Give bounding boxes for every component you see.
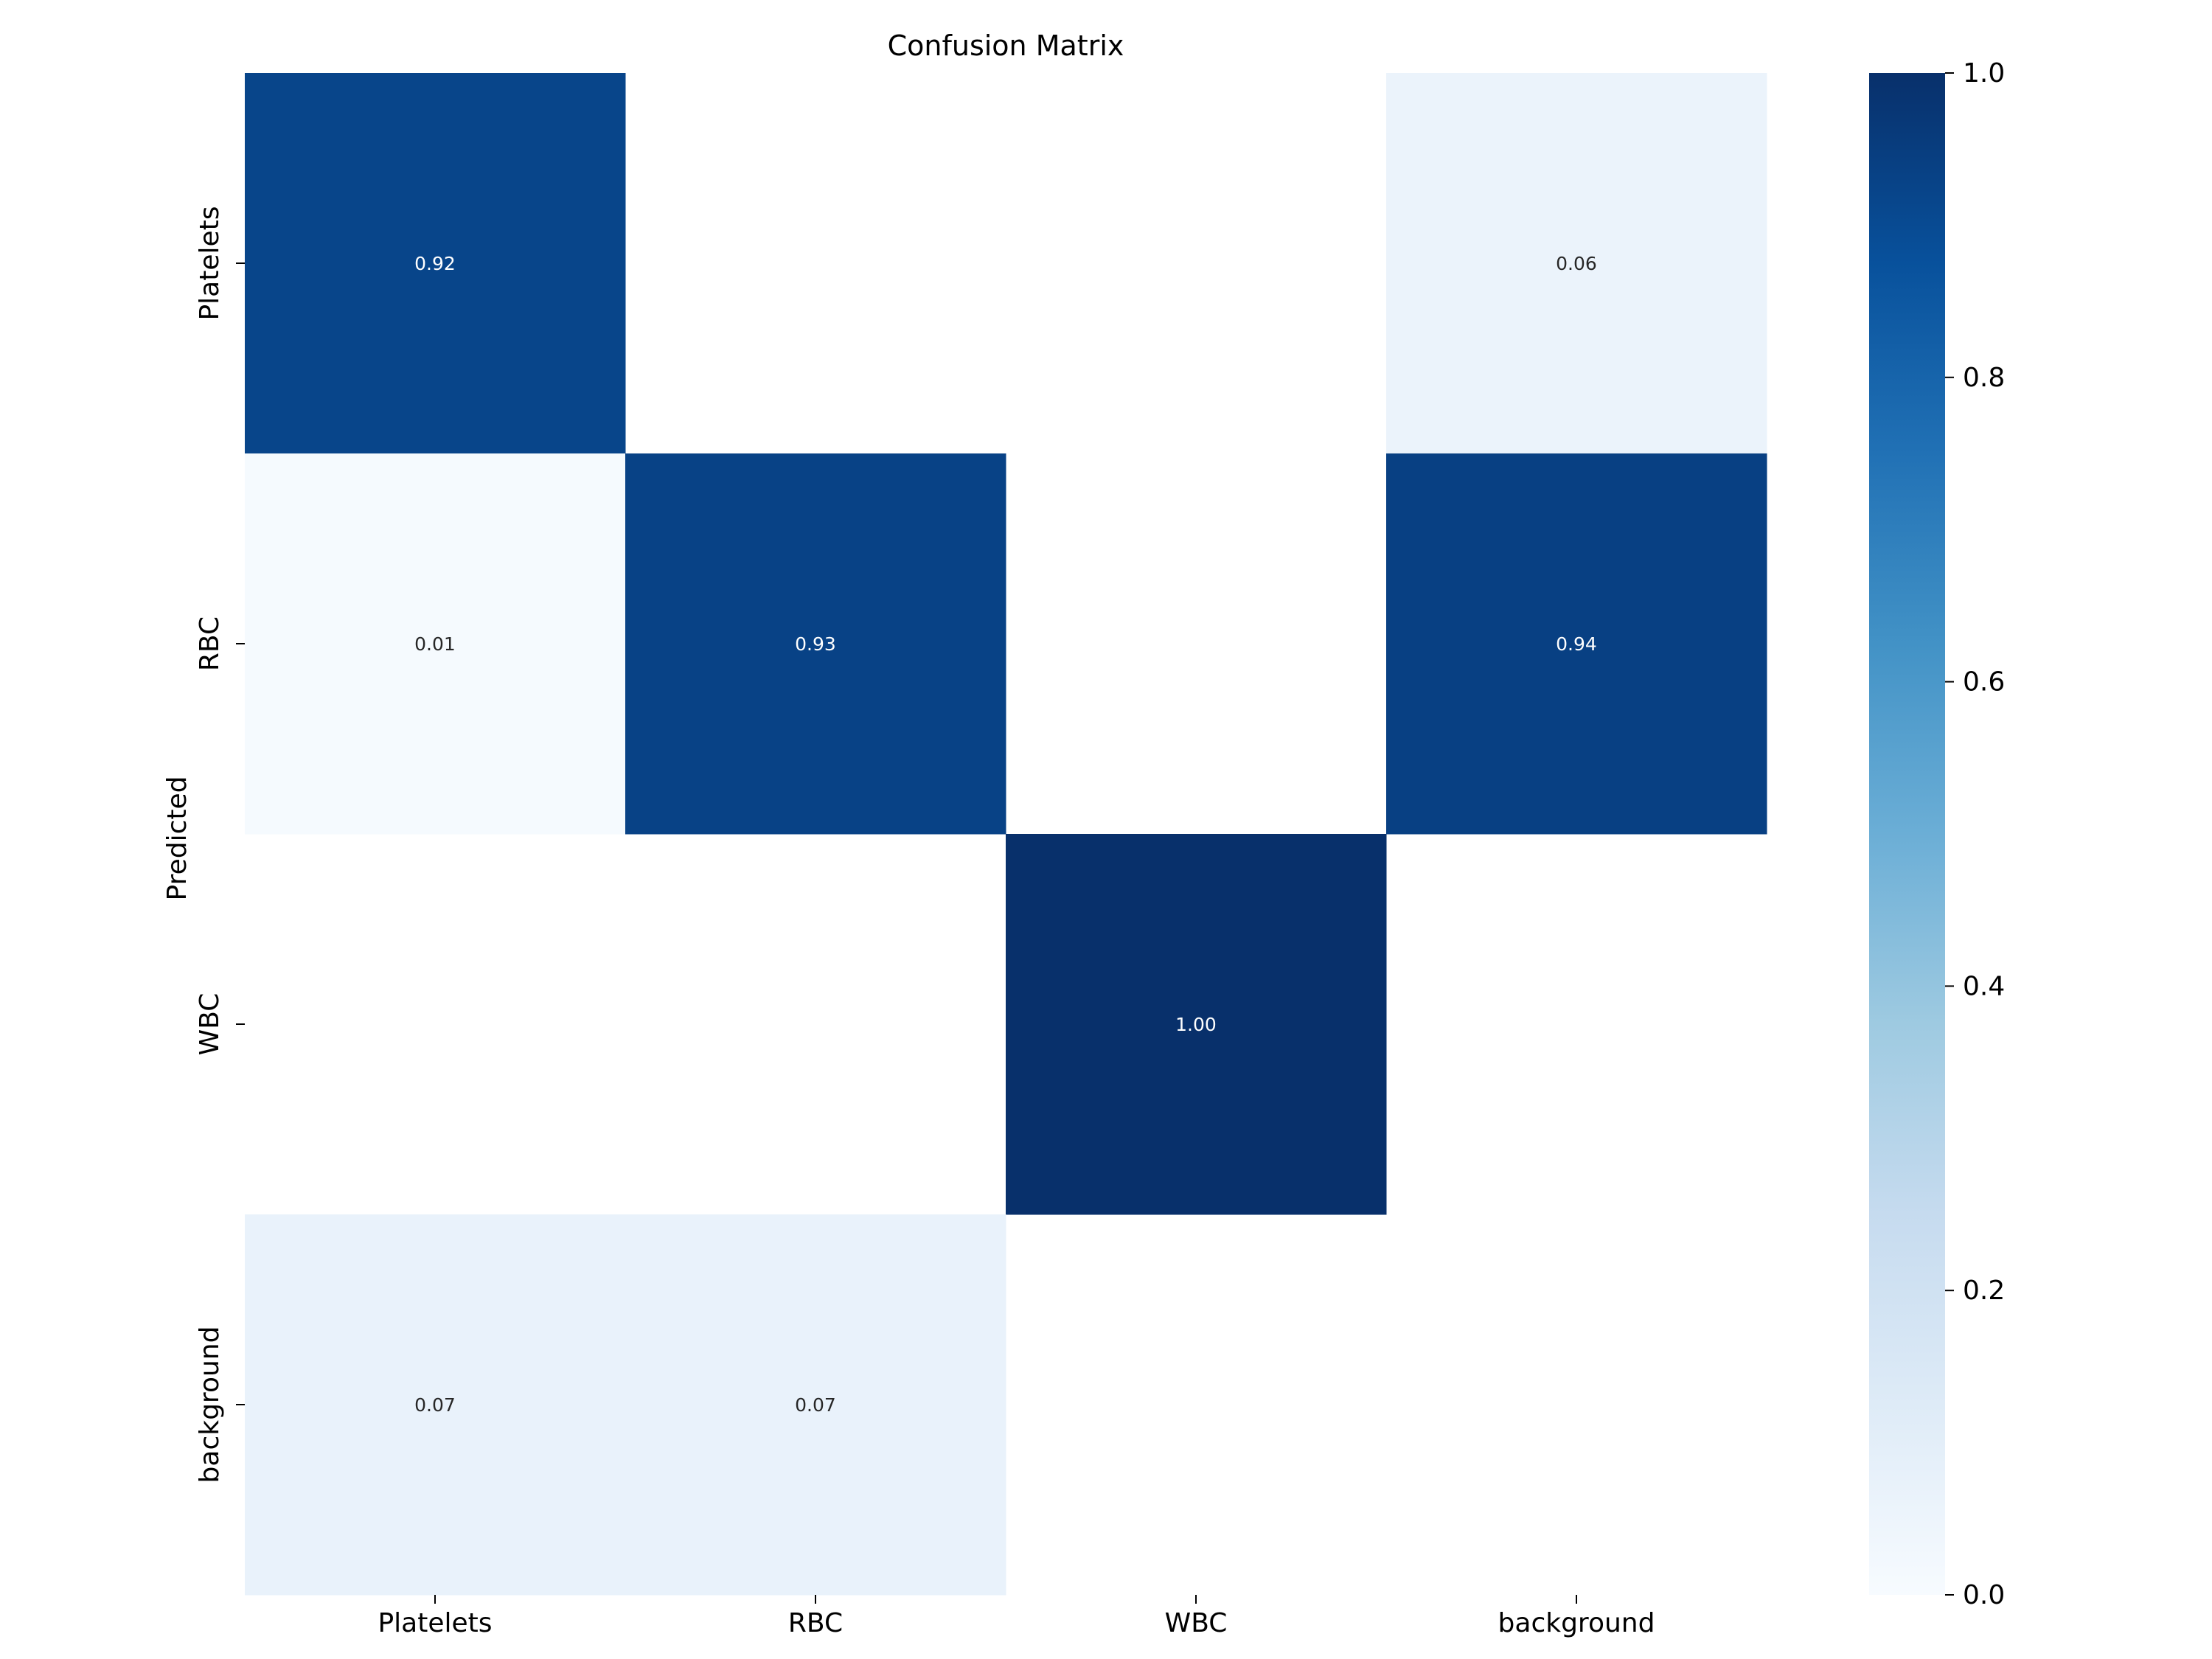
y-axis-label: Predicted — [162, 776, 192, 901]
colorbar-tick-label: 0.4 — [1963, 971, 2005, 1001]
x-tick-label: WBC — [1165, 1608, 1228, 1638]
heatmap-cell — [245, 453, 626, 835]
y-tick-label: background — [195, 1326, 225, 1484]
colorbar-tick-label: 0.2 — [1963, 1276, 2005, 1306]
colorbar-gradient — [1869, 73, 1945, 1595]
heatmap-cell — [245, 73, 626, 454]
colorbar-tick-label: 1.0 — [1963, 58, 2005, 88]
heatmap-cell — [245, 1214, 626, 1596]
colorbar-tick-label: 0.8 — [1963, 363, 2005, 393]
y-tick-label: WBC — [195, 993, 225, 1056]
heatmap-cell — [1386, 73, 1767, 454]
cell-value-label: 0.93 — [795, 633, 836, 655]
y-axis-ticks: Platelets RBC WBC background — [195, 206, 245, 1483]
cell-value-label: 0.07 — [795, 1394, 836, 1416]
colorbar: 0.0 0.2 0.4 0.6 0.8 1.0 — [1869, 58, 2005, 1610]
x-axis-ticks: Platelets RBC WBC background — [378, 1595, 1655, 1638]
heatmap-cell — [1006, 834, 1387, 1215]
x-tick-label: background — [1498, 1608, 1655, 1638]
y-tick-label: Platelets — [195, 206, 225, 320]
cell-value-label: 0.07 — [414, 1394, 456, 1416]
x-tick-label: Platelets — [378, 1608, 492, 1638]
heatmap-cell — [625, 1214, 1006, 1596]
heatmap-cell-labels: 0.92 0.06 0.01 0.93 0.94 1.00 0.07 0.07 — [414, 253, 1597, 1416]
cell-value-label: 0.01 — [414, 633, 456, 655]
cell-value-label: 1.00 — [1175, 1014, 1217, 1035]
colorbar-tick-label: 0.6 — [1963, 667, 2005, 698]
cell-value-label: 0.92 — [414, 253, 456, 274]
heatmap-cell — [625, 453, 1006, 835]
heatmap-cell — [1386, 453, 1767, 835]
cell-value-label: 0.06 — [1556, 253, 1597, 274]
y-tick-label: RBC — [195, 616, 225, 671]
colorbar-tick-label: 0.0 — [1963, 1580, 2005, 1610]
x-tick-label: RBC — [788, 1608, 843, 1638]
heatmap-cells — [245, 73, 1767, 1596]
chart-title: Confusion Matrix — [888, 29, 1124, 62]
cell-value-label: 0.94 — [1556, 633, 1597, 655]
